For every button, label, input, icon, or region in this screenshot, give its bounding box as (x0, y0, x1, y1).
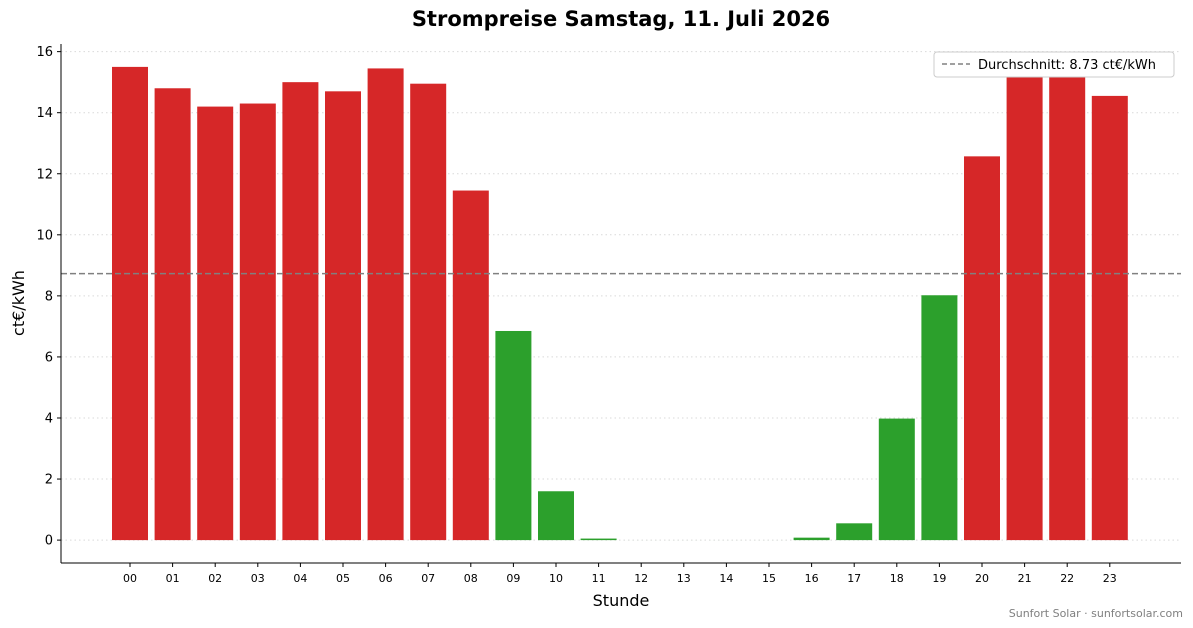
bar-hour-20 (964, 156, 1000, 541)
bar-hour-17 (836, 523, 873, 541)
bar-hour-00 (112, 66, 148, 541)
y-tick-label: 16 (36, 45, 53, 60)
y-axis-label: ct€/kWh (9, 270, 28, 336)
legend-box (933, 51, 1175, 78)
y-tick-label: 10 (36, 228, 53, 243)
y-tick-label: 8 (45, 289, 53, 304)
y-ticks: 0 2 4 6 8 10 12 14 16 (36, 45, 61, 549)
y-tick-label: 14 (36, 106, 53, 121)
bar-hour-11 (580, 538, 617, 541)
x-tick-label: 10 (549, 572, 563, 585)
footer-credit: Sunfort Solar · sunfortsolar.com (1009, 607, 1183, 620)
x-tick-label: 21 (1018, 572, 1032, 585)
x-tick-label: 15 (762, 572, 776, 585)
bar-hour-21 (1006, 71, 1043, 541)
x-tick-label: 08 (464, 572, 478, 585)
x-tick-label: 16 (805, 572, 819, 585)
x-tick-label: 11 (592, 572, 606, 585)
y-tick-label: 4 (45, 411, 53, 426)
x-tick-label: 22 (1060, 572, 1074, 585)
bar-hour-07 (410, 83, 447, 541)
x-axis-label: Stunde (593, 591, 650, 610)
bar-hour-19 (921, 295, 958, 541)
bar-hour-03 (239, 103, 276, 541)
x-tick-label: 09 (506, 572, 520, 585)
x-tick-label: 01 (166, 572, 180, 585)
x-tick-label: 19 (932, 572, 946, 585)
x-tick-label: 23 (1103, 572, 1117, 585)
y-tick-label: 6 (45, 350, 53, 365)
bars (112, 66, 1128, 541)
x-tick-label: 13 (677, 572, 691, 585)
bar-hour-06 (367, 68, 404, 541)
bar-hour-22 (1049, 70, 1086, 541)
bar-hour-08 (452, 190, 489, 541)
x-tick-label: 20 (975, 572, 989, 585)
x-tick-label: 07 (421, 572, 435, 585)
x-tick-label: 17 (847, 572, 861, 585)
bar-hour-23 (1091, 95, 1128, 541)
y-tick-label: 12 (36, 167, 53, 182)
x-tick-label: 18 (890, 572, 904, 585)
legend-label: Durchschnitt: 8.73 ct€/kWh (978, 58, 1156, 73)
bar-hour-10 (538, 491, 574, 541)
x-tick-label: 12 (634, 572, 648, 585)
y-tick-label: 2 (45, 473, 53, 488)
x-ticks: 00 01 02 03 04 05 06 07 08 09 10 11 12 13 14 15 16 17 18 19… (123, 563, 1117, 585)
x-tick-label: 03 (251, 572, 265, 585)
x-tick-label: 14 (719, 572, 733, 585)
bar-hour-04 (282, 82, 319, 541)
x-tick-label: 02 (208, 572, 222, 585)
bar-hour-05 (325, 91, 361, 541)
bar-hour-02 (197, 106, 234, 541)
x-tick-label: 06 (379, 572, 393, 585)
chart-title: Strompreise Samstag, 11. Juli 2026 (412, 7, 830, 31)
legend: Durchschnitt: 8.73 ct€/kWh (933, 51, 1175, 78)
bar-hour-01 (154, 88, 191, 541)
x-tick-label: 05 (336, 572, 350, 585)
x-tick-label: 00 (123, 572, 137, 585)
bar-hour-16 (793, 537, 830, 541)
y-tick-label: 0 (45, 534, 53, 549)
bar-hour-09 (495, 330, 532, 541)
bar-hour-18 (878, 418, 915, 541)
x-tick-label: 04 (293, 572, 307, 585)
